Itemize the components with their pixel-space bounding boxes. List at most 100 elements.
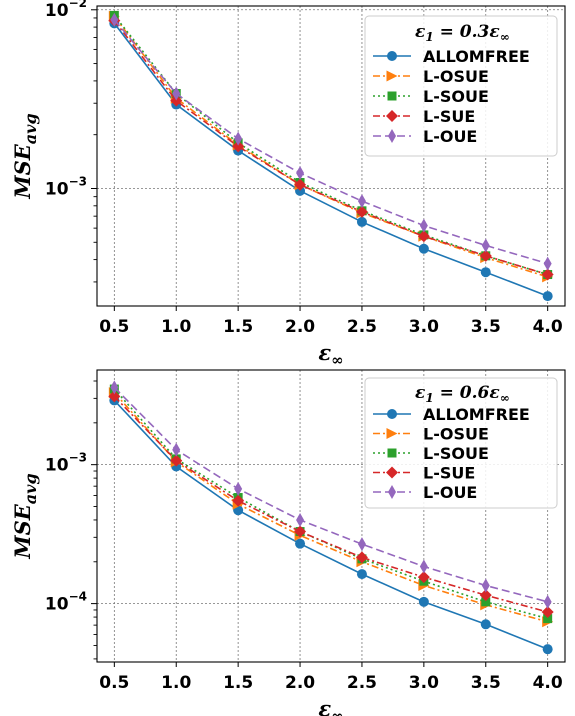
series-l-sue — [108, 390, 554, 619]
legend-marker — [387, 448, 397, 458]
legend-title: ε1 = 0.3ε∞ — [415, 22, 510, 44]
data-point-l-sue — [479, 249, 492, 262]
data-point-l-oue — [357, 537, 366, 552]
y-tick-label: 10−4 — [45, 590, 87, 615]
data-point-l-sue — [232, 494, 245, 507]
legend-label: L-OSUE — [423, 425, 489, 444]
data-point-l-sue — [294, 178, 307, 191]
x-axis-label: ε∞ — [318, 696, 343, 716]
data-point-l-sue — [541, 268, 554, 281]
x-tick-label: 2.5 — [347, 673, 377, 693]
data-point-allomfree — [418, 243, 429, 254]
series-line-l-oue — [113, 386, 548, 603]
series-line-l-osue — [113, 392, 548, 623]
data-point-allomfree — [356, 216, 367, 227]
plot-frame — [96, 369, 566, 663]
legend-item-allomfree: ALLOMFREE — [373, 47, 530, 66]
series-l-oue — [110, 12, 552, 271]
x-tick-label: 4.0 — [533, 673, 563, 693]
legend-marker — [387, 51, 397, 61]
legend-box — [364, 15, 558, 157]
legend-box — [364, 377, 558, 509]
legend-marker — [388, 129, 396, 143]
x-tick-label: 3.0 — [409, 673, 439, 693]
legend-label: L-OUE — [423, 483, 477, 502]
data-point-l-oue — [234, 481, 243, 496]
data-point-l-sue — [232, 140, 245, 153]
data-point-allomfree — [356, 569, 367, 580]
data-point-l-oue — [357, 194, 366, 209]
data-point-l-oue — [172, 442, 181, 457]
legend: ε1 = 0.6ε∞ALLOMFREEL-OSUEL-SOUEL-SUEL-OU… — [364, 377, 558, 509]
data-point-l-sue — [355, 205, 368, 218]
legend-marker — [386, 466, 398, 479]
data-point-l-oue — [481, 238, 490, 253]
series-l-oue — [110, 380, 552, 609]
data-point-allomfree — [480, 267, 491, 278]
data-point-l-oue — [296, 166, 305, 181]
y-minor-ticks — [93, 17, 97, 283]
chart-top: 0.5 1.0 1.5 2.0 2.5 3.0 3.5 4.0 10−3 10−2 ε∞ MSEavg… — [10, 0, 566, 369]
legend-item-l-sue: L-SUE — [373, 464, 475, 483]
legend-title: ε1 = 0.6ε∞ — [415, 383, 510, 405]
x-axis: 0.5 1.0 1.5 2.0 2.5 3.0 3.5 4.0 — [99, 662, 563, 693]
data-point-l-sue — [417, 571, 430, 584]
legend-marker — [386, 110, 398, 122]
legend-item-l-osue: L-OSUE — [373, 425, 489, 444]
legend-marker — [387, 91, 397, 101]
x-tick-label: 0.5 — [99, 317, 129, 337]
x-tick-label: 2.0 — [285, 673, 315, 693]
x-tick-label: 3.5 — [471, 317, 501, 337]
x-tick-label: 1.0 — [161, 317, 191, 337]
series-line-l-sue — [113, 395, 548, 613]
x-tick-label: 3.5 — [471, 673, 501, 693]
x-axis-label: ε∞ — [318, 340, 343, 369]
series-l-sue — [108, 14, 554, 281]
legend-marker — [386, 70, 398, 82]
chart-bottom: 0.5 1.0 1.5 2.0 2.5 3.0 3.5 4.0 10−4 10−3 ε∞ MSEavg… — [10, 369, 566, 716]
y-axis-label: MSEavg — [10, 473, 40, 559]
series-line-l-sue — [113, 20, 548, 276]
data-point-l-oue — [296, 512, 305, 527]
data-point-l-oue — [234, 131, 243, 146]
data-point-allomfree — [542, 644, 553, 655]
legend-marker — [388, 485, 396, 499]
x-tick-label: 3.0 — [409, 317, 439, 337]
legend-marker — [386, 428, 398, 439]
data-point-allomfree — [295, 538, 306, 549]
legend-label: L-SOUE — [423, 87, 489, 106]
x-tick-label: 1.0 — [161, 673, 191, 693]
x-tick-label: 1.5 — [223, 673, 253, 693]
data-point-l-oue — [110, 12, 119, 27]
data-point-l-oue — [419, 218, 428, 233]
data-point-l-sue — [417, 230, 430, 243]
legend-label: L-OSUE — [423, 67, 489, 86]
data-point-l-sue — [108, 390, 121, 403]
x-tick-label: 1.5 — [223, 317, 253, 337]
data-point-l-oue — [543, 594, 552, 609]
legend-item-l-osue: L-OSUE — [373, 67, 489, 86]
data-point-l-sue — [170, 454, 183, 467]
y-tick-label: 10−2 — [45, 0, 87, 21]
data-point-l-sue — [294, 525, 307, 538]
x-tick-label: 0.5 — [99, 673, 129, 693]
legend-label: L-SUE — [423, 464, 475, 483]
y-axis: 10−4 10−3 — [45, 451, 97, 615]
legend-item-allomfree: ALLOMFREE — [373, 405, 530, 424]
legend-item-l-oue: L-OUE — [373, 127, 477, 146]
data-point-l-soue — [481, 597, 491, 607]
legend-label: ALLOMFREE — [423, 47, 530, 66]
series-line-allomfree — [113, 399, 548, 650]
x-tick-label: 4.0 — [533, 317, 563, 337]
y-minor-ticks — [93, 380, 97, 660]
data-point-allomfree — [542, 291, 553, 302]
legend-label: L-OUE — [423, 127, 477, 146]
legend: ε1 = 0.3ε∞ ALLOMFREEL-OSUEL-SOUEL-SUEL-OU… — [364, 15, 558, 157]
data-point-l-oue — [110, 380, 119, 395]
legend-item-l-soue: L-SOUE — [373, 87, 489, 106]
legend-label: L-SUE — [423, 107, 475, 126]
legend-label: L-SOUE — [423, 444, 489, 463]
data-point-l-sue — [355, 551, 368, 564]
plot-frame — [96, 5, 566, 307]
